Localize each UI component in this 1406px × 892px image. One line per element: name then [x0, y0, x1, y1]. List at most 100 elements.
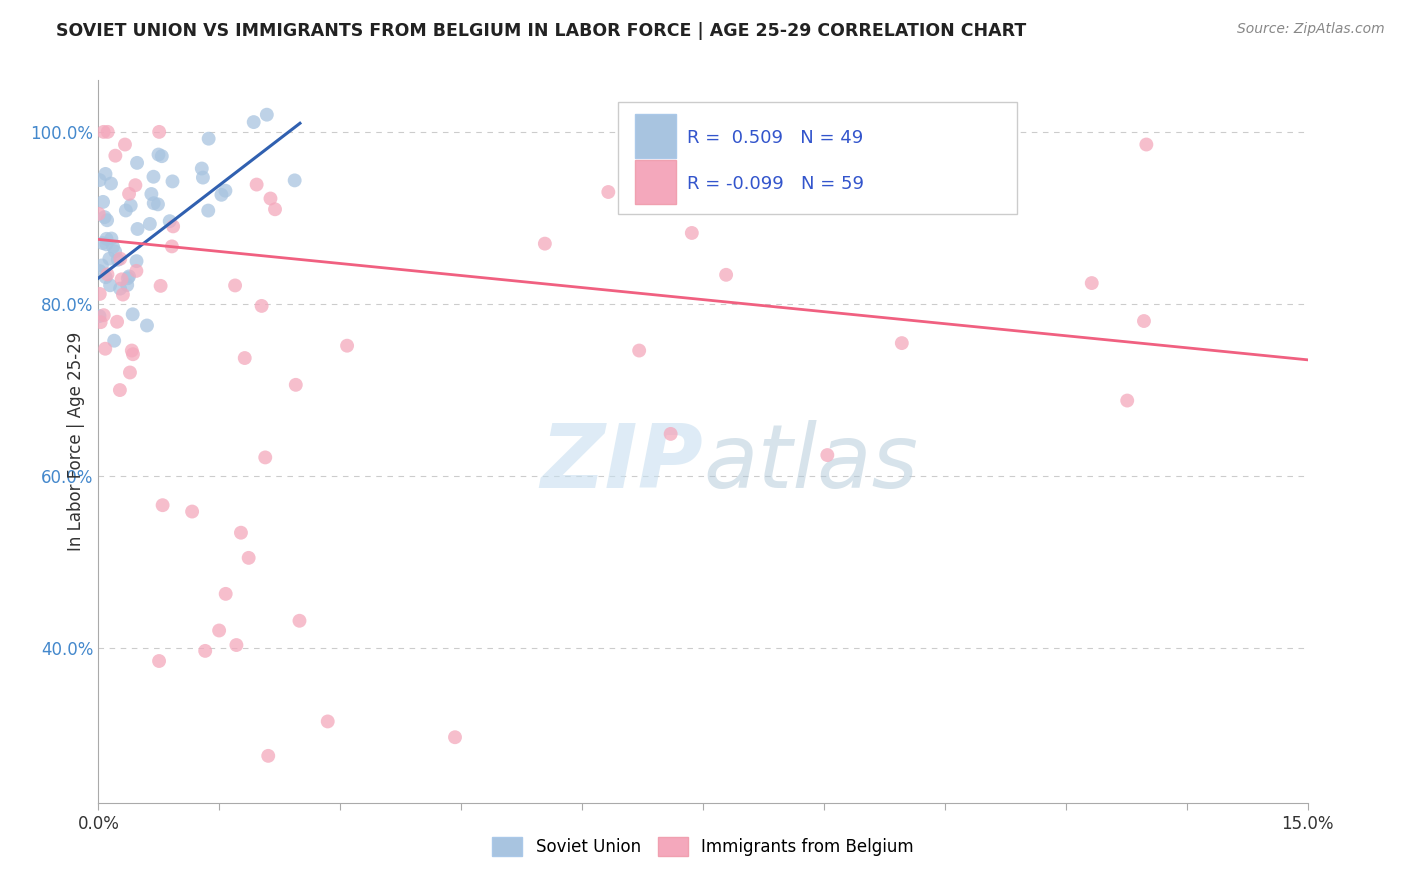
Point [159, 214, 181, 228]
Point [107, 252, 129, 267]
Point [93, 308, 115, 322]
Point [238, 550, 260, 565]
Point [160, 239, 183, 253]
Point [224, 278, 246, 293]
Point [246, 178, 269, 192]
Point [104, 244, 127, 259]
Point [90, 259, 112, 273]
Point [815, 448, 838, 462]
Point [96, 237, 118, 252]
Point [98, 278, 121, 293]
Point [89, 264, 111, 278]
Point [115, 278, 138, 293]
Point [136, 318, 159, 333]
Point [191, 170, 214, 185]
Point [146, 197, 169, 211]
Point [284, 377, 307, 392]
Point [108, 282, 131, 296]
Point [215, 587, 238, 601]
Point [225, 638, 247, 652]
Point [89, 309, 111, 323]
Point [120, 198, 142, 212]
Point [628, 343, 651, 358]
FancyBboxPatch shape [636, 160, 676, 204]
Point [162, 219, 184, 234]
Point [444, 730, 467, 744]
Point [181, 504, 204, 518]
Point [96, 268, 118, 282]
Point [250, 299, 273, 313]
Point [122, 347, 145, 361]
Point [125, 254, 148, 268]
Y-axis label: In Labor Force | Age 25-29: In Labor Force | Age 25-29 [66, 332, 84, 551]
Legend: Soviet Union, Immigrants from Belgium: Soviet Union, Immigrants from Belgium [486, 830, 920, 863]
Point [94, 167, 117, 181]
Point [148, 147, 170, 161]
Point [104, 149, 127, 163]
Point [125, 156, 148, 170]
Point [208, 624, 231, 638]
Point [1080, 276, 1102, 290]
Point [118, 186, 141, 201]
Point [254, 450, 277, 465]
Point [1116, 393, 1139, 408]
Point [118, 269, 141, 284]
Point [256, 108, 278, 122]
Point [101, 240, 124, 254]
Point [121, 343, 143, 358]
Point [148, 125, 170, 139]
Point [139, 217, 162, 231]
Point [91, 236, 114, 251]
Text: R = -0.099   N = 59: R = -0.099 N = 59 [688, 175, 865, 193]
Point [148, 654, 170, 668]
Text: SOVIET UNION VS IMMIGRANTS FROM BELGIUM IN LABOR FORCE | AGE 25-29 CORRELATION C: SOVIET UNION VS IMMIGRANTS FROM BELGIUM … [56, 22, 1026, 40]
Point [194, 644, 217, 658]
Point [214, 184, 236, 198]
Point [890, 336, 912, 351]
Point [87, 207, 110, 221]
Text: Source: ZipAtlas.com: Source: ZipAtlas.com [1237, 22, 1385, 37]
Point [100, 231, 122, 245]
Point [1135, 137, 1157, 152]
Point [288, 614, 311, 628]
Point [89, 173, 111, 187]
Point [316, 714, 339, 729]
Point [1133, 314, 1156, 328]
Point [96, 213, 118, 227]
Point [90, 315, 112, 329]
Point [197, 203, 219, 218]
Text: atlas: atlas [703, 420, 918, 507]
Point [127, 222, 149, 236]
Point [118, 366, 141, 380]
Point [117, 271, 139, 285]
Point [233, 351, 256, 365]
Point [242, 115, 264, 129]
Point [124, 178, 146, 193]
Point [229, 525, 252, 540]
Point [598, 185, 620, 199]
Text: R =  0.509   N = 49: R = 0.509 N = 49 [688, 129, 863, 147]
Point [114, 137, 136, 152]
Point [105, 315, 128, 329]
Point [209, 187, 232, 202]
Point [110, 272, 132, 286]
Point [714, 268, 737, 282]
Point [97, 125, 120, 139]
Point [121, 307, 143, 321]
Point [110, 252, 132, 266]
Point [284, 173, 307, 187]
Point [98, 252, 121, 266]
Point [659, 426, 682, 441]
Point [115, 203, 138, 218]
Point [162, 174, 184, 188]
Point [264, 202, 287, 217]
Point [141, 186, 163, 201]
Point [534, 236, 557, 251]
Point [150, 149, 173, 163]
Point [681, 226, 703, 240]
Point [336, 339, 359, 353]
Point [149, 278, 172, 293]
Text: ZIP: ZIP [540, 420, 703, 507]
Point [111, 287, 134, 301]
Point [142, 169, 165, 184]
